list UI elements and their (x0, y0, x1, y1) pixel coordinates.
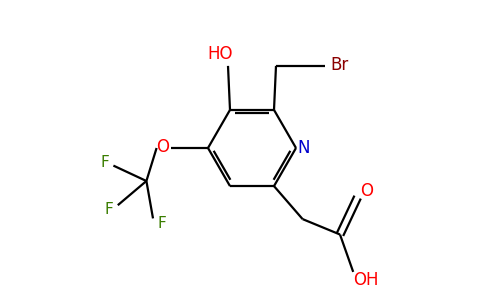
Text: F: F (105, 202, 113, 217)
Text: F: F (158, 216, 166, 231)
Text: F: F (100, 155, 109, 170)
Text: O: O (360, 182, 373, 200)
Text: N: N (298, 139, 310, 157)
Text: Br: Br (330, 56, 348, 74)
Text: HO: HO (207, 45, 233, 63)
Text: O: O (156, 138, 169, 156)
Text: OH: OH (353, 271, 379, 289)
